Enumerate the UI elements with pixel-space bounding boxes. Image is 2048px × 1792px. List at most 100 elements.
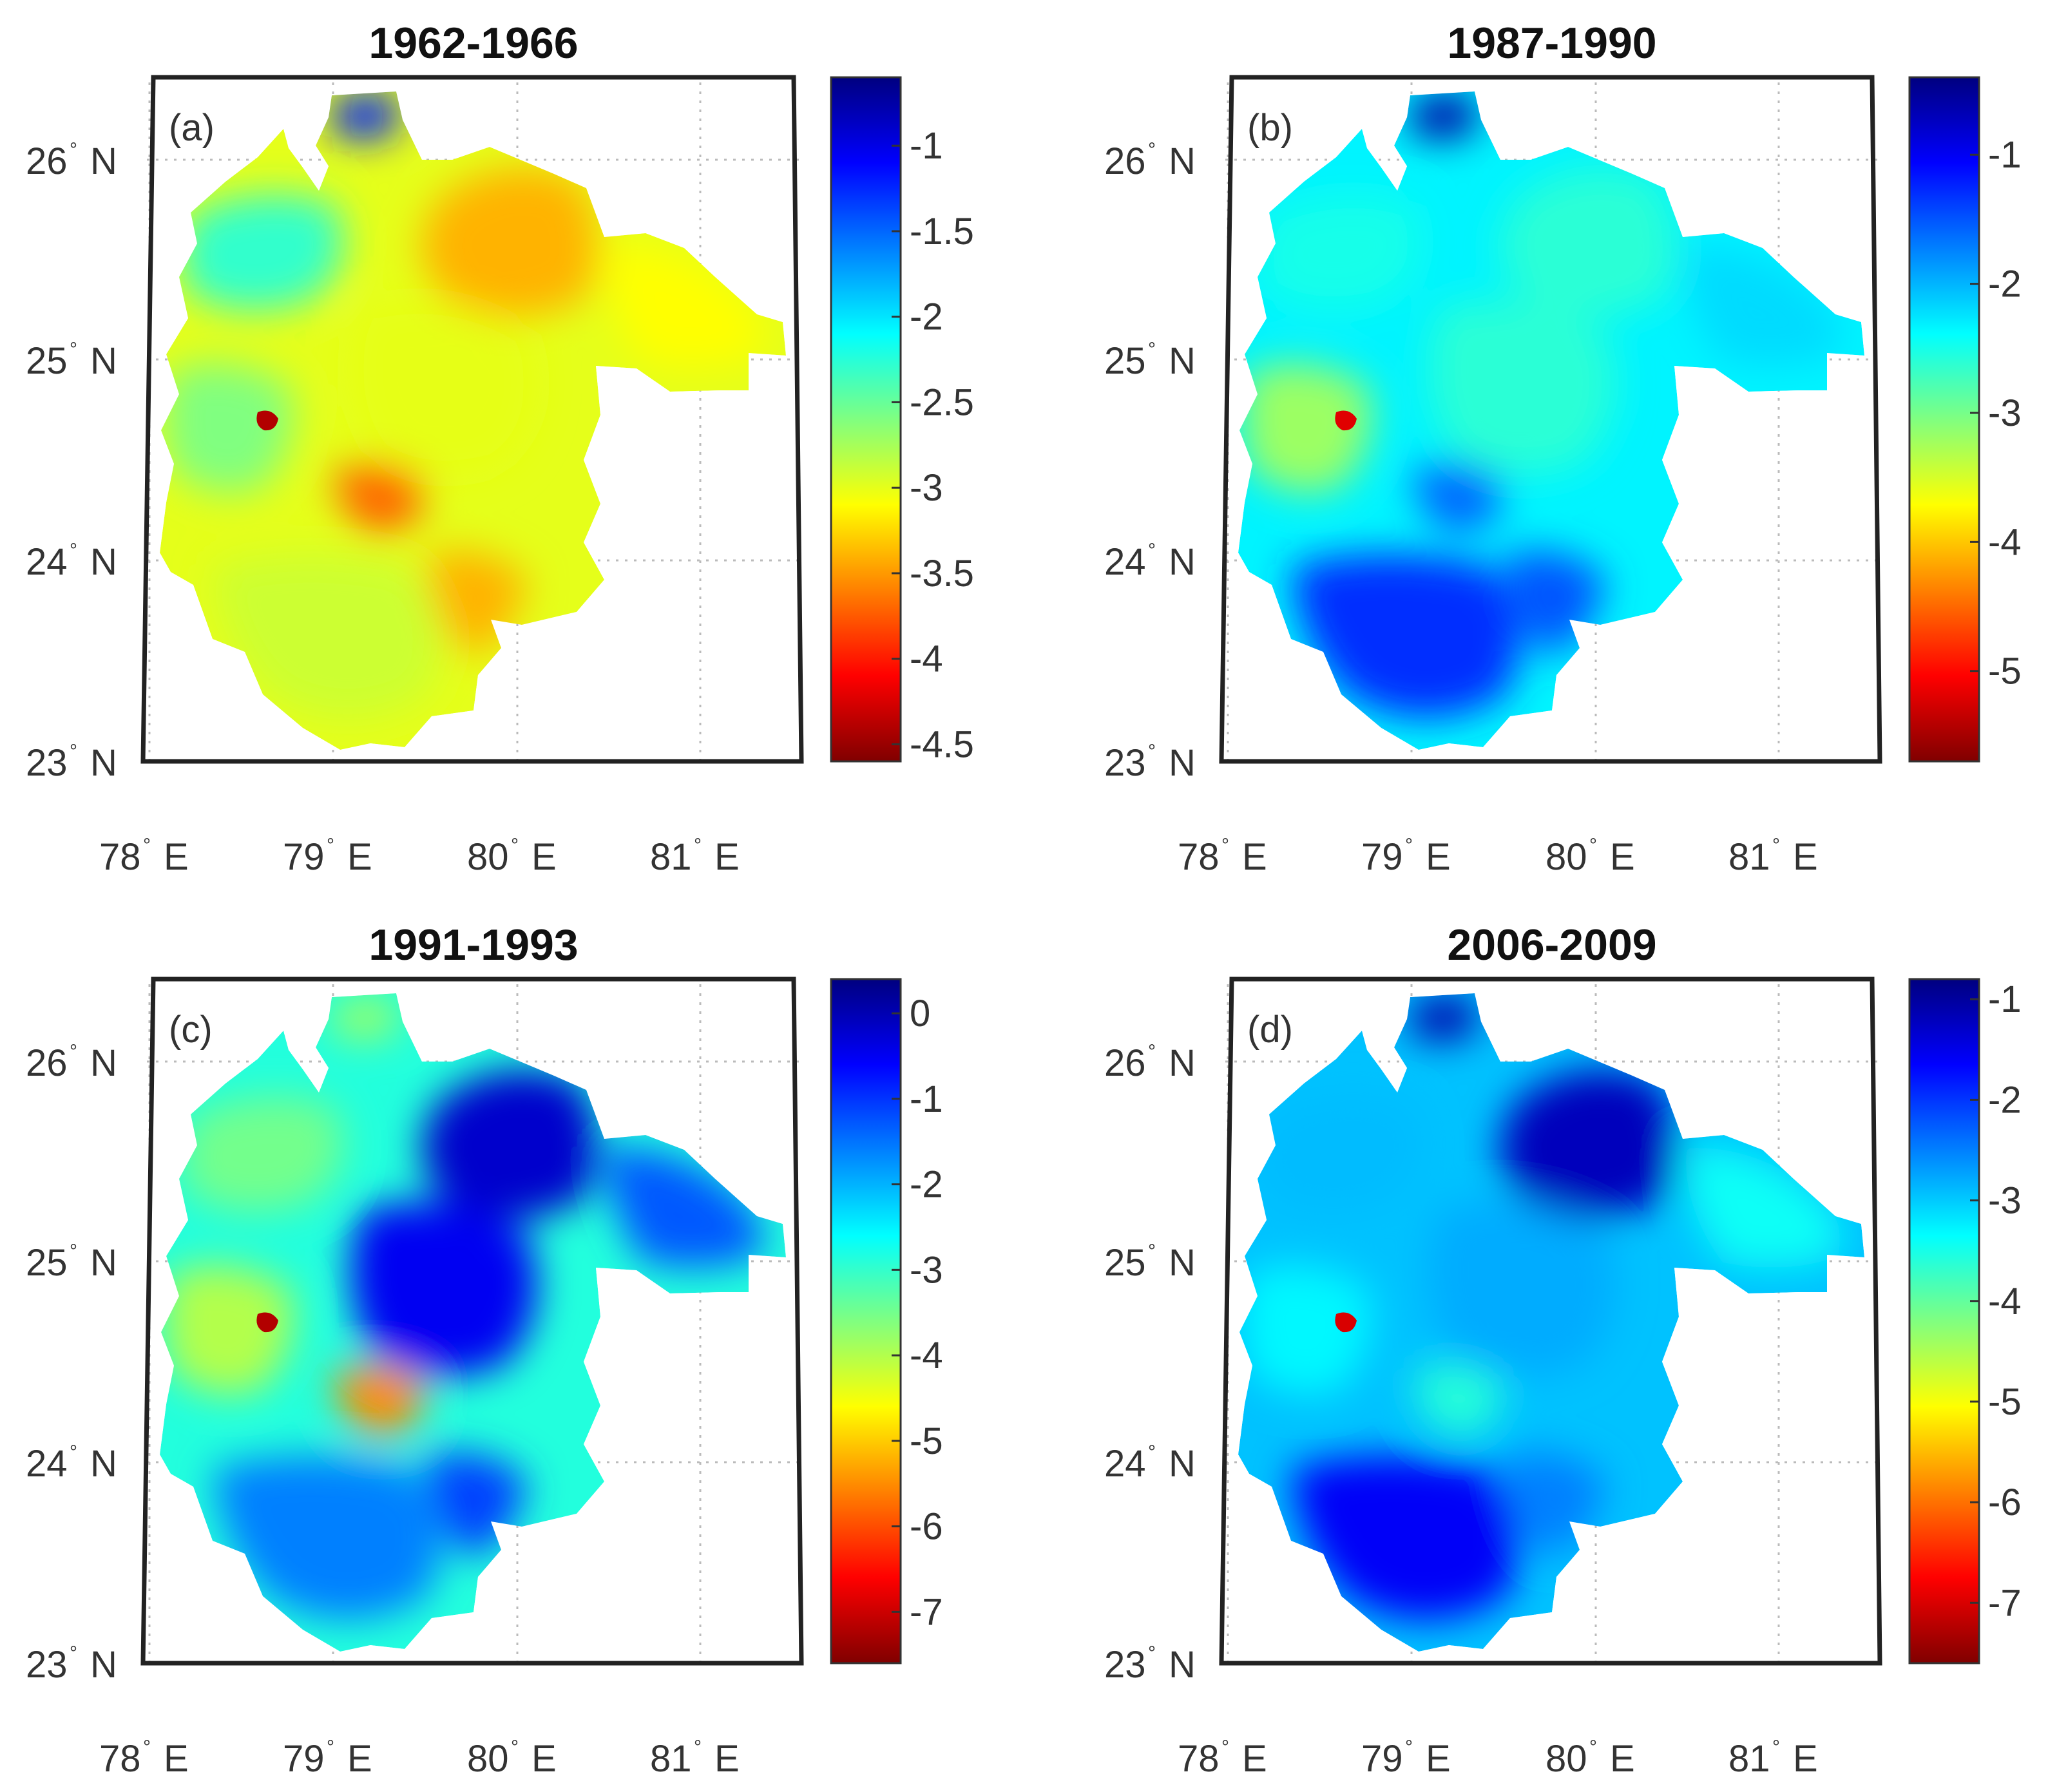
lat-tick-label: 23 xyxy=(1104,742,1146,784)
degree-symbol: ° xyxy=(70,540,77,561)
study-area xyxy=(160,91,786,750)
region-north-tip xyxy=(332,996,401,1041)
lat-hemisphere: N xyxy=(1169,1242,1196,1284)
region-north-tip xyxy=(332,94,401,139)
lat-tick-label: 25 xyxy=(26,340,68,382)
region-center xyxy=(350,300,537,474)
map-panel: 1991-1993(c)26 ° N25 ° N24 ° N23 ° N78 ° E 79 ° E 80 ° E… xyxy=(26,920,943,1780)
lon-hemisphere: E xyxy=(347,836,372,878)
region-south xyxy=(213,554,442,718)
lon-tick-label: 78 xyxy=(1178,836,1220,878)
colorbar-tick-label: -5 xyxy=(910,1420,943,1462)
lat-hemisphere: N xyxy=(1169,140,1196,182)
region-west-hotspot xyxy=(1335,1312,1357,1333)
panel-title: 2006-2009 xyxy=(1447,920,1656,969)
lat-hemisphere: N xyxy=(1169,1443,1196,1485)
lat-hemisphere: N xyxy=(90,1644,117,1686)
lon-tick-label: 78 xyxy=(99,836,141,878)
degree-symbol: ° xyxy=(694,1737,702,1758)
map-frame xyxy=(1219,75,1882,764)
region-south xyxy=(1291,554,1520,718)
colorbar-tick-label: -6 xyxy=(1988,1482,2022,1523)
lat-tick-label: 25 xyxy=(1104,340,1146,382)
lon-hemisphere: E xyxy=(531,1738,557,1780)
region-south xyxy=(213,1456,442,1620)
region-north-east xyxy=(421,1069,598,1219)
lat-tick-label: 24 xyxy=(26,541,68,583)
region-west-lobe xyxy=(164,363,293,493)
colorbar-tick-label: -4 xyxy=(910,638,943,680)
study-area xyxy=(1238,993,1864,1652)
colorbar-tick-label: -1 xyxy=(1988,978,2022,1020)
lat-tick-label: 26 xyxy=(1104,1042,1146,1084)
region-center xyxy=(1429,300,1616,474)
colorbar-tick-label: -6 xyxy=(910,1506,943,1548)
colorbar xyxy=(1908,76,1980,763)
lat-hemisphere: N xyxy=(90,140,117,182)
lon-tick-label: 81 xyxy=(650,1738,692,1780)
map-panel: 1987-1990(b)26 ° N25 ° N24 ° N23 ° N78 ° E 79 ° E 80 ° E… xyxy=(1104,19,2022,878)
region-north-tip xyxy=(1410,94,1479,139)
lon-hemisphere: E xyxy=(1793,836,1818,878)
region-north-east xyxy=(1500,1069,1676,1219)
lon-tick-label: 80 xyxy=(1546,836,1587,878)
region-west-hotspot xyxy=(1335,410,1357,431)
study-area xyxy=(1238,91,1864,750)
colorbar-tick-label: -1 xyxy=(1988,134,2022,176)
lat-hemisphere: N xyxy=(90,742,117,784)
degree-symbol: ° xyxy=(70,741,77,762)
region-west-lobe xyxy=(1243,1265,1372,1395)
colorbar-tick-label: -3 xyxy=(910,467,943,509)
degree-symbol: ° xyxy=(143,1737,151,1758)
colorbar-tick-label: -3 xyxy=(910,1249,943,1291)
lat-hemisphere: N xyxy=(90,340,117,382)
degree-symbol: ° xyxy=(1148,1643,1156,1664)
degree-symbol: ° xyxy=(1405,1737,1413,1758)
lat-hemisphere: N xyxy=(1169,742,1196,784)
lon-tick-label: 80 xyxy=(1546,1738,1587,1780)
region-central-patch xyxy=(335,1364,425,1436)
colorbar-tick-label: -1 xyxy=(910,125,943,167)
colorbar-tick-label: -4 xyxy=(1988,1281,2022,1322)
colorbar-tick-label: -1.5 xyxy=(910,211,974,253)
lon-tick-label: 81 xyxy=(650,836,692,878)
lat-tick-label: 23 xyxy=(26,742,68,784)
lon-hemisphere: E xyxy=(531,836,557,878)
degree-symbol: ° xyxy=(1589,1737,1597,1758)
lon-tick-label: 79 xyxy=(283,836,325,878)
degree-symbol: ° xyxy=(1148,741,1156,762)
region-east-lobe xyxy=(606,1147,763,1268)
colorbar-tick-label: -7 xyxy=(1988,1582,2022,1624)
region-center xyxy=(1429,1202,1616,1376)
lon-hemisphere: E xyxy=(714,836,740,878)
degree-symbol: ° xyxy=(143,835,151,856)
colorbar-tick-label: -4 xyxy=(1988,521,2022,563)
region-east-lobe xyxy=(606,245,763,366)
colorbar-tick-label: -2 xyxy=(910,296,943,338)
degree-symbol: ° xyxy=(70,139,77,160)
degree-symbol: ° xyxy=(1148,1041,1156,1062)
region-north-east xyxy=(421,167,598,318)
lat-tick-label: 24 xyxy=(1104,541,1146,583)
lat-hemisphere: N xyxy=(90,1042,117,1084)
region-west-hotspot xyxy=(256,410,278,431)
degree-symbol: ° xyxy=(1148,1241,1156,1262)
region-north-east xyxy=(1500,167,1676,318)
lat-hemisphere: N xyxy=(90,541,117,583)
map-panel: 2006-2009(d)26 ° N25 ° N24 ° N23 ° N78 ° E 79 ° E 80 ° E… xyxy=(1104,920,2022,1780)
degree-symbol: ° xyxy=(70,1241,77,1262)
region-north-west xyxy=(182,1096,343,1212)
lat-tick-label: 26 xyxy=(26,140,68,182)
colorbar-tick-label: -2 xyxy=(910,1164,943,1206)
colorbar xyxy=(1908,978,1980,1664)
region-central-patch xyxy=(1413,1364,1504,1436)
region-south xyxy=(1291,1456,1520,1620)
colorbar xyxy=(830,978,902,1664)
map-frame xyxy=(1219,977,1882,1666)
panel-label: (b) xyxy=(1247,107,1293,149)
colorbar-tick-label: -4 xyxy=(910,1335,943,1377)
colorbar-tick-label: -4.5 xyxy=(910,723,974,765)
colorbar-tick-label: -2 xyxy=(1988,263,2022,305)
degree-symbol: ° xyxy=(1148,339,1156,360)
